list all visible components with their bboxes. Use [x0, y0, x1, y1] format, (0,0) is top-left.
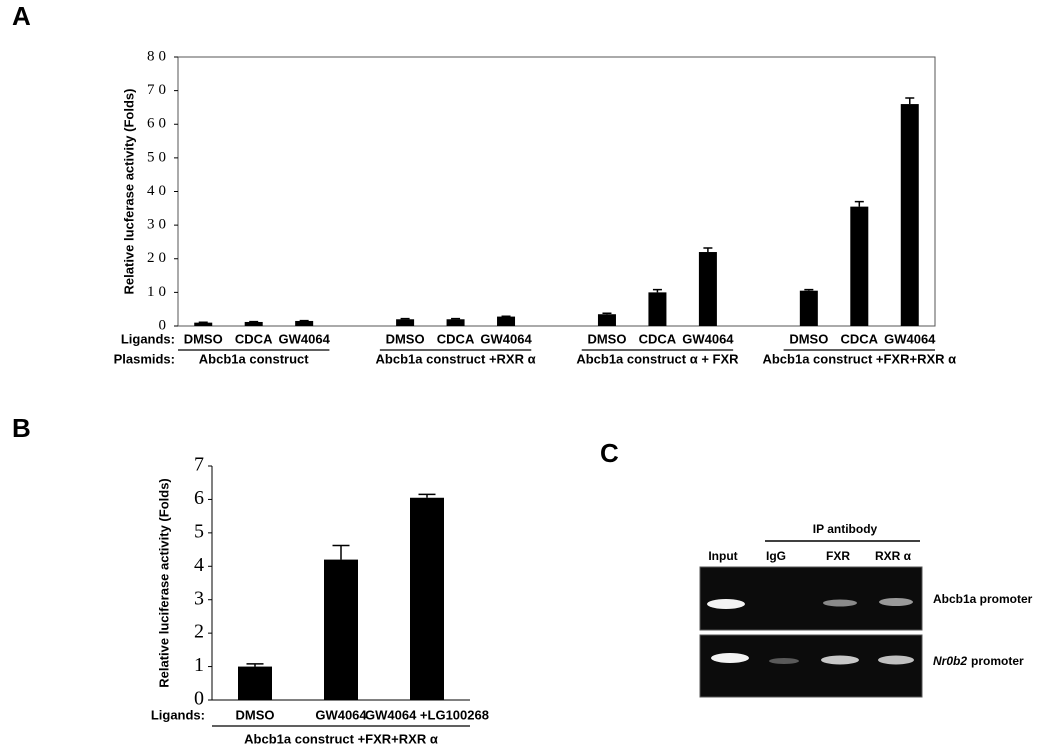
x-tick-label: CDCA — [639, 331, 677, 346]
y-axis-label: Relative lucferase activity (Folds) — [121, 89, 136, 295]
band — [879, 598, 913, 606]
y-axis-label: Relative luciferase activity (Folds) — [156, 478, 171, 688]
y-tick-label: 60 — [147, 116, 170, 132]
bar — [244, 321, 263, 326]
group-label: Abcb1a construct +RXR α — [376, 351, 536, 366]
y-tick-label: 5 — [194, 520, 204, 542]
y-tick-label: 40 — [147, 183, 170, 199]
x-tick-label: DMSO — [184, 331, 223, 346]
bar — [295, 320, 314, 326]
panel-letter: C — [600, 438, 619, 468]
band — [823, 599, 857, 607]
x-tick-label: GW4064 +LG100268 — [365, 707, 489, 722]
bar — [497, 316, 516, 326]
group-label: Abcb1a construct +FXR+RXR α — [244, 731, 438, 746]
gel-header: IP antibody — [813, 522, 878, 536]
bar — [799, 290, 818, 326]
y-tick-label: 80 — [147, 48, 170, 64]
row-label: Ligands: — [121, 331, 175, 346]
gene-name: Nr0b2 — [933, 654, 967, 668]
lane-label: IgG — [766, 549, 786, 563]
bar — [698, 252, 717, 326]
panel-letter: B — [12, 413, 31, 443]
y-tick-label: 30 — [147, 217, 170, 233]
error-bar — [400, 317, 410, 320]
lane-label: RXR α — [875, 549, 912, 563]
x-tick-label: DMSO — [236, 707, 275, 722]
x-tick-label: DMSO — [789, 331, 828, 346]
bar — [900, 104, 919, 326]
lane-label: FXR — [826, 549, 850, 563]
y-tick-label: 0 — [194, 688, 204, 710]
error-bar — [602, 312, 612, 315]
error-bar — [703, 247, 713, 253]
bar — [648, 292, 667, 326]
x-tick-label: GW4064 — [315, 707, 367, 722]
plot-frame — [177, 56, 936, 327]
error-bar — [418, 493, 436, 498]
bar — [850, 206, 869, 326]
y-tick-label: 0 — [159, 317, 171, 333]
x-tick-label: GW4064 — [480, 331, 532, 346]
row-label: Ligands: — [151, 707, 205, 722]
group-label: Abcb1a construct +FXR+RXR α — [762, 351, 956, 366]
x-tick-label: CDCA — [841, 331, 879, 346]
band — [821, 655, 859, 665]
x-tick-label: GW4064 — [884, 331, 936, 346]
x-tick-label: DMSO — [386, 331, 425, 346]
y-tick-label: 6 — [194, 487, 204, 509]
bar — [324, 559, 358, 700]
gel: IP antibody Input IgG FXR RXR α Abcb1a p… — [699, 522, 1033, 698]
y-tick-label: 50 — [147, 149, 170, 165]
error-bar — [804, 288, 814, 291]
group-label: Abcb1a construct α + FXR — [576, 351, 739, 366]
bar — [194, 322, 213, 326]
bar — [597, 314, 616, 326]
band — [769, 658, 799, 664]
row-label: Plasmids: — [114, 351, 175, 366]
y-tick-label: 20 — [147, 250, 170, 266]
x-tick-label: CDCA — [437, 331, 475, 346]
y-tick-label: 7 — [194, 454, 204, 476]
error-bar — [451, 317, 461, 320]
bar — [446, 319, 465, 326]
error-bar — [652, 288, 662, 293]
gel-image — [699, 634, 923, 698]
error-bar — [905, 97, 915, 105]
y-tick-label: 2 — [194, 621, 204, 643]
y-tick-label: 70 — [147, 82, 170, 98]
y-tick-label: 10 — [147, 284, 170, 300]
y-tick-label: 1 — [194, 654, 204, 676]
band — [878, 655, 914, 665]
panel-letter: A — [12, 1, 31, 31]
gel-image — [699, 566, 923, 631]
bar — [238, 666, 272, 700]
row-label: Nr0b2 promoter — [933, 654, 1024, 668]
y-tick-label: 4 — [194, 554, 204, 576]
row-suffix: promoter — [971, 654, 1024, 668]
bar — [410, 497, 444, 700]
error-bar — [854, 200, 864, 207]
error-bar — [332, 544, 350, 560]
error-bar — [246, 663, 264, 667]
y-tick-label: 3 — [194, 587, 204, 609]
lane-label: Input — [708, 549, 737, 563]
x-tick-label: CDCA — [235, 331, 273, 346]
band — [711, 653, 749, 663]
x-tick-label: GW4064 — [682, 331, 734, 346]
band — [707, 599, 745, 609]
bar — [396, 319, 415, 326]
group-label: Abcb1a construct — [199, 351, 309, 366]
x-tick-label: DMSO — [587, 331, 626, 346]
row-label: Abcb1a promoter — [933, 592, 1033, 606]
x-tick-label: GW4064 — [279, 331, 331, 346]
